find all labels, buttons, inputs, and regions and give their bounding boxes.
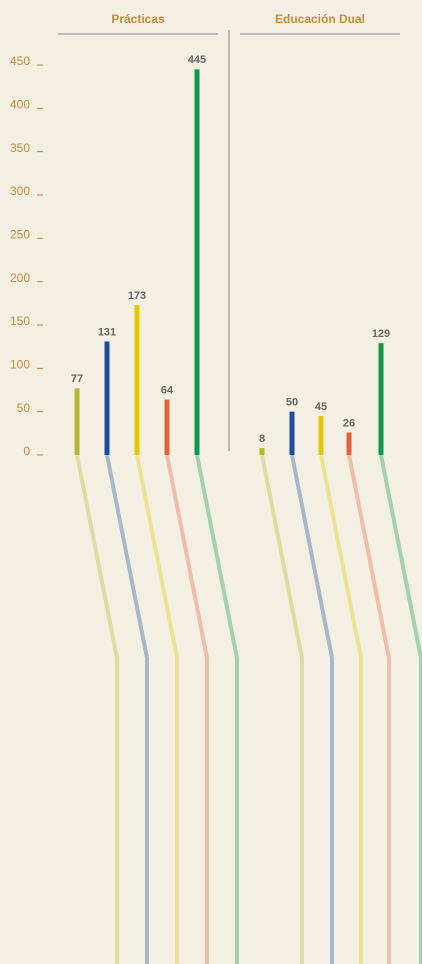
data-label: 129	[372, 328, 390, 340]
connector	[195, 454, 239, 964]
y-tick-label: 100	[10, 358, 30, 372]
bar	[346, 432, 352, 455]
connector	[165, 454, 209, 964]
bar	[74, 388, 80, 455]
connector	[75, 454, 119, 964]
data-label: 26	[343, 417, 355, 429]
y-tick-label: 150	[10, 314, 30, 328]
bar	[378, 343, 384, 455]
connector	[260, 454, 304, 964]
data-label: 77	[71, 373, 83, 385]
y-tick-label: 0	[23, 444, 30, 458]
connector	[379, 454, 422, 964]
y-tick-label: 450	[10, 54, 30, 68]
y-tick-label: 250	[10, 228, 30, 242]
y-tick-label: 200	[10, 271, 30, 285]
bar	[194, 69, 200, 455]
bar	[259, 448, 265, 455]
connector	[290, 454, 334, 964]
y-tick-label: 50	[17, 401, 31, 415]
connector	[135, 454, 179, 964]
group-title: Prácticas	[111, 12, 165, 26]
bar	[134, 305, 140, 455]
connector	[319, 454, 363, 964]
bar	[289, 411, 295, 455]
data-label: 50	[286, 397, 298, 409]
connector	[105, 454, 149, 964]
data-label: 64	[161, 384, 174, 396]
y-tick-label: 300	[10, 184, 30, 198]
bar	[164, 399, 170, 455]
group-title: Educación Dual	[275, 12, 365, 26]
bar	[318, 416, 324, 455]
connector	[347, 454, 391, 964]
y-tick-label: 350	[10, 141, 30, 155]
bar	[104, 341, 110, 455]
data-label: 445	[188, 54, 206, 66]
data-label: 173	[128, 290, 146, 302]
y-tick-label: 400	[10, 98, 30, 112]
data-label: 8	[259, 433, 265, 445]
data-label: 45	[315, 401, 327, 413]
data-label: 131	[98, 326, 116, 338]
